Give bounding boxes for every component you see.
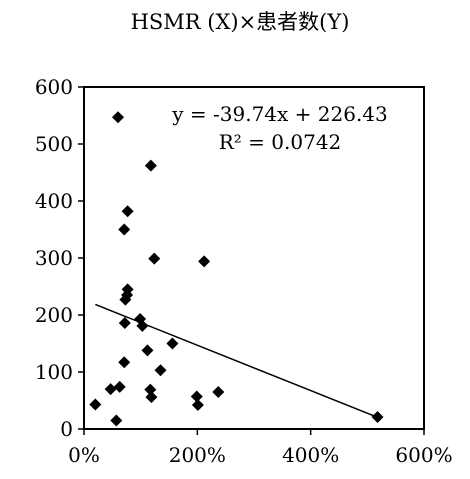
data-point bbox=[119, 293, 132, 306]
data-point bbox=[212, 385, 225, 398]
data-point bbox=[118, 356, 131, 369]
y-tick-label: 100 bbox=[35, 360, 73, 384]
data-point bbox=[136, 319, 149, 332]
chart-title: HSMR (X)×患者数(Y) bbox=[131, 10, 350, 34]
data-point bbox=[371, 411, 384, 424]
y-tick-label: 0 bbox=[60, 417, 73, 441]
data-point bbox=[154, 364, 167, 377]
plot-area: 0 100 200 300 400 500 600 0% 200% 400% 600% bbox=[35, 75, 453, 467]
data-point bbox=[148, 252, 161, 265]
x-tick-label: 200% bbox=[169, 443, 226, 467]
x-tick-label: 400% bbox=[282, 443, 339, 467]
data-point bbox=[166, 337, 179, 350]
data-point bbox=[190, 390, 203, 403]
data-point bbox=[110, 414, 123, 427]
data-point bbox=[198, 255, 211, 268]
data-point bbox=[144, 383, 157, 396]
trendline-r-squared: R² = 0.0742 bbox=[219, 130, 342, 154]
data-point bbox=[145, 391, 158, 404]
y-tick-label: 500 bbox=[35, 132, 73, 156]
data-point bbox=[112, 111, 124, 124]
data-point bbox=[118, 223, 131, 236]
data-point bbox=[113, 380, 126, 393]
data-point bbox=[141, 344, 154, 357]
y-tick-label: 300 bbox=[35, 246, 73, 270]
x-tick-label: 0% bbox=[68, 443, 100, 467]
data-point bbox=[89, 398, 102, 411]
data-point bbox=[191, 399, 204, 412]
x-tick-label: 600% bbox=[395, 443, 452, 467]
data-point bbox=[104, 383, 117, 396]
data-point bbox=[144, 159, 157, 172]
y-tick-label: 600 bbox=[35, 75, 73, 99]
y-tick-label: 400 bbox=[35, 189, 73, 213]
y-tick-label: 200 bbox=[35, 303, 73, 327]
trendline-equation: y = -39.74x + 226.43 bbox=[171, 102, 388, 126]
data-point bbox=[121, 205, 134, 218]
data-point bbox=[118, 316, 131, 329]
